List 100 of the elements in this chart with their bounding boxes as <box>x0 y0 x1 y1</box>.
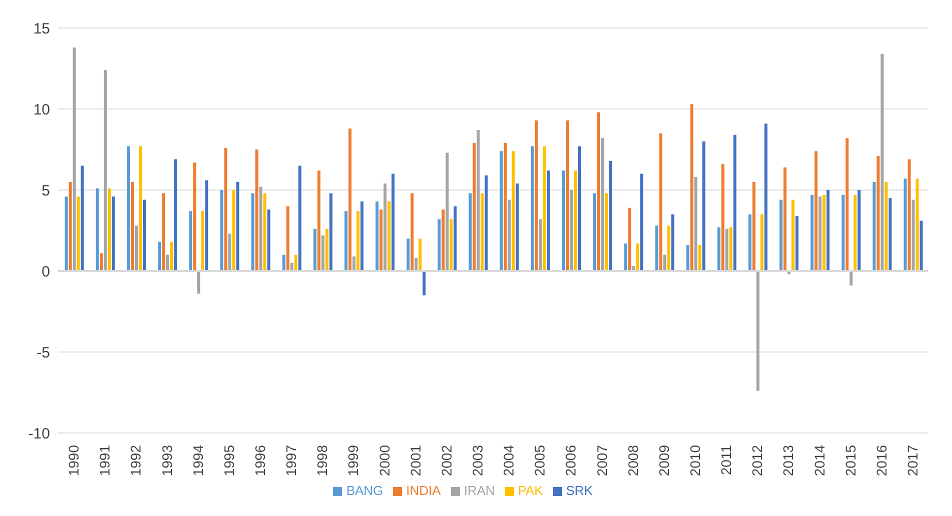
bar <box>388 201 391 271</box>
bar <box>108 188 111 271</box>
bar <box>197 271 200 294</box>
bar <box>142 200 146 271</box>
bar <box>920 220 923 271</box>
legend-label: PAK <box>518 483 543 498</box>
bar <box>721 164 724 271</box>
bar <box>468 193 472 271</box>
bar <box>597 112 600 271</box>
bar <box>733 134 736 271</box>
bar <box>298 166 302 271</box>
bar <box>162 193 166 271</box>
x-tick-label: 1993 <box>158 444 175 476</box>
bar <box>201 211 204 271</box>
bar <box>570 190 573 271</box>
x-tick-label: 1998 <box>314 444 330 476</box>
bar <box>783 167 786 271</box>
bar <box>912 200 915 271</box>
bar <box>690 104 694 271</box>
y-tick-label: -10 <box>28 425 50 442</box>
bar <box>624 243 628 271</box>
legend-label: INDIA <box>406 483 441 498</box>
x-tick-label: 2001 <box>407 444 424 476</box>
bar <box>686 245 690 271</box>
bar <box>442 209 445 271</box>
x-tick-label: 2005 <box>532 444 548 476</box>
bar <box>640 174 644 271</box>
x-tick-label: 2015 <box>842 444 858 476</box>
bar <box>818 196 822 271</box>
legend-label: IRAN <box>464 483 495 498</box>
x-tick-label: 2012 <box>749 444 766 476</box>
bar <box>534 120 538 271</box>
x-tick-label: 2003 <box>469 444 486 476</box>
bar <box>484 175 488 271</box>
bar <box>671 214 674 271</box>
bar <box>842 194 845 271</box>
bar <box>76 196 80 271</box>
bar <box>282 254 286 271</box>
bar <box>516 184 519 271</box>
bar <box>659 133 662 271</box>
bar <box>376 201 379 271</box>
bar <box>601 138 604 271</box>
bar <box>791 200 794 271</box>
bar <box>438 219 441 271</box>
bar <box>130 182 134 271</box>
bar <box>795 216 798 271</box>
bar <box>72 47 76 271</box>
bar <box>752 182 756 271</box>
bar <box>574 170 577 271</box>
bar <box>512 151 515 271</box>
bar <box>880 54 884 271</box>
bar <box>725 228 728 271</box>
bar <box>205 180 208 271</box>
x-tick-label: 1991 <box>96 444 113 476</box>
y-tick-label: 5 <box>42 182 50 200</box>
bar <box>628 208 632 271</box>
bar <box>392 174 395 271</box>
bar <box>454 206 457 271</box>
bar <box>476 130 480 271</box>
bar <box>904 178 907 271</box>
x-tick-label: 2010 <box>686 444 703 476</box>
bar <box>826 190 830 271</box>
x-tick-label: 2008 <box>624 444 641 476</box>
legend-label: SRK <box>566 483 593 498</box>
bar <box>329 193 332 271</box>
x-tick-label: 2004 <box>500 444 517 476</box>
bar <box>908 159 911 271</box>
bar <box>96 188 99 271</box>
bar <box>446 152 449 271</box>
bar <box>888 198 892 271</box>
bar <box>138 146 142 271</box>
x-tick-label: 2007 <box>594 444 610 476</box>
bar <box>410 193 414 271</box>
y-tick-label: 15 <box>33 20 50 38</box>
bar <box>236 182 240 271</box>
bar <box>508 200 511 271</box>
bar <box>846 138 849 271</box>
bar <box>480 193 484 271</box>
bar <box>764 124 768 271</box>
bar <box>756 271 760 391</box>
bar <box>406 238 410 271</box>
x-tick-label: 1995 <box>220 444 237 476</box>
bar <box>779 200 782 271</box>
bar <box>267 209 270 271</box>
bar <box>593 193 596 271</box>
bar <box>810 194 814 271</box>
bar <box>698 245 702 271</box>
x-tick-label: 2017 <box>904 444 920 476</box>
bar <box>504 143 507 271</box>
bar <box>224 148 228 271</box>
bar <box>356 211 360 271</box>
bar <box>263 193 266 271</box>
x-tick-label: 2013 <box>780 444 796 476</box>
bar <box>636 243 640 271</box>
bar <box>530 146 534 271</box>
bar <box>814 151 818 271</box>
bar <box>729 227 732 271</box>
bar <box>655 226 658 271</box>
bar <box>170 242 174 271</box>
bar <box>380 209 383 271</box>
